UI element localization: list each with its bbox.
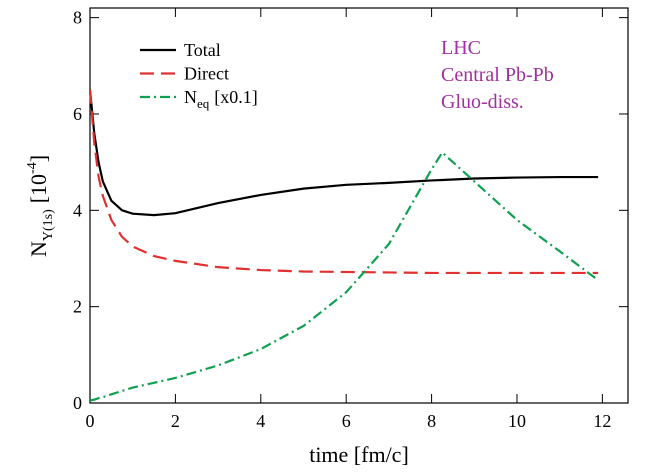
plot-frame [89, 7, 629, 404]
x-tick-label: 12 [593, 411, 611, 431]
x-tick-label: 6 [342, 411, 351, 431]
series-line [88, 89, 599, 217]
x-tick-label: 10 [508, 411, 526, 431]
x-axis-label: time [fm/c] [309, 442, 409, 467]
legend-label: Neq [x0.1] [184, 87, 258, 111]
legend-label: Total [184, 40, 221, 60]
legend-name-sub: eq [197, 96, 210, 111]
series-line [88, 89, 599, 275]
y-tick-label: 6 [73, 104, 82, 124]
annotation: LHC [441, 37, 481, 59]
x-tick-label: 4 [256, 411, 265, 431]
legend-label: Direct [184, 64, 229, 84]
annotation: Gluo-diss. [441, 91, 524, 113]
legend-name: Direct [184, 64, 229, 84]
series-line [89, 150, 599, 402]
y-tick-label: 8 [73, 8, 82, 28]
x-tick-label: 8 [427, 411, 436, 431]
y-label-main: N [26, 241, 51, 257]
y-label-sub: Υ(1s) [41, 209, 56, 241]
annotation: Central Pb-Pb [441, 64, 554, 86]
y-label-sup: -4 [25, 162, 40, 174]
y-tick-label: 2 [73, 297, 82, 317]
legend-name-note: [x0.1] [214, 87, 258, 107]
x-tick-label: 2 [171, 411, 180, 431]
y-axis-label: NΥ(1s) [10-4] [25, 155, 56, 257]
legend-name: N [184, 87, 197, 107]
y-label-open: [10 [26, 174, 51, 203]
x-tick-label: 0 [86, 411, 95, 431]
y-label-close: ] [26, 155, 51, 162]
legend-name: Total [184, 40, 221, 60]
y-tick-label: 0 [73, 393, 82, 413]
y-tick-label: 4 [73, 200, 82, 220]
